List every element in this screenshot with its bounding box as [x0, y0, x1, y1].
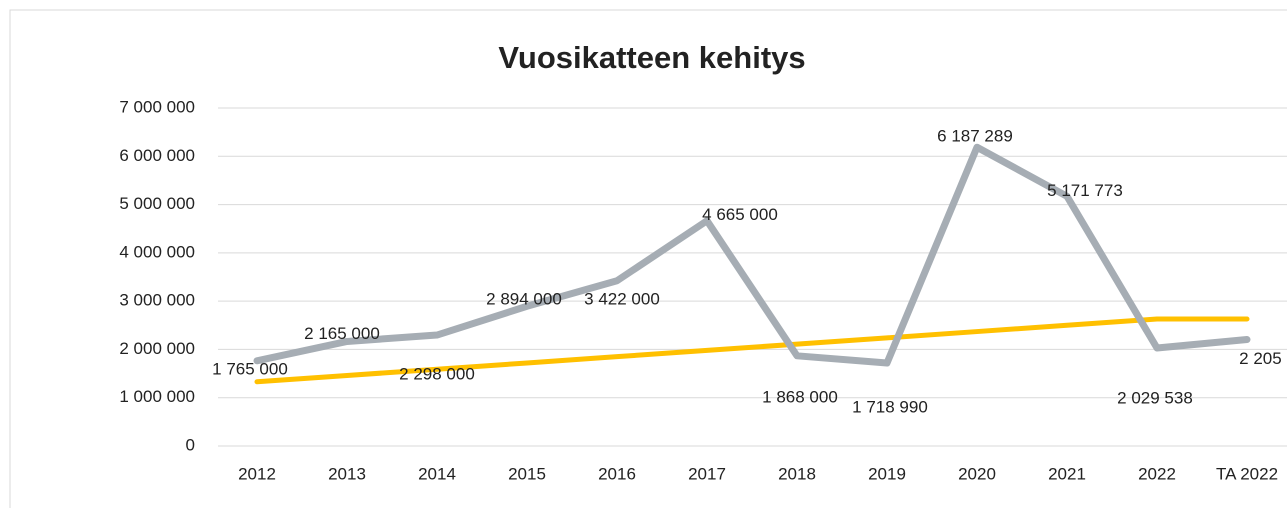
- chart-title: Vuosikatteen kehitys: [498, 40, 805, 75]
- y-tick-label: 3 000 000: [119, 291, 195, 310]
- x-tick-label: 2019: [868, 464, 906, 483]
- data-label: 4 665 000: [702, 205, 778, 224]
- x-tick-label: 2014: [418, 464, 456, 483]
- y-tick-label: 4 000 000: [119, 242, 195, 261]
- x-tick-label: 2017: [688, 464, 726, 483]
- x-tick-label: 2022: [1138, 464, 1176, 483]
- x-tick-label: 2016: [598, 464, 636, 483]
- y-tick-label: 1 000 000: [119, 387, 195, 406]
- x-tick-label: 2013: [328, 464, 366, 483]
- data-label: 1 868 000: [762, 387, 838, 406]
- data-label: 2 029 538: [1117, 388, 1193, 407]
- series-line: [254, 316, 1250, 385]
- data-label: 6 187 289: [937, 127, 1013, 146]
- series-line: [253, 143, 1251, 367]
- data-label: 1 718 990: [852, 397, 928, 416]
- y-tick-label: 5 000 000: [119, 194, 195, 213]
- data-label: 2 165 000: [304, 324, 380, 343]
- x-tick-label: 2018: [778, 464, 816, 483]
- data-label: 5 171 773: [1047, 181, 1123, 200]
- data-label: 1 765 000: [212, 359, 288, 378]
- y-tick-label: 7 000 000: [119, 97, 195, 116]
- y-tick-label: 6 000 000: [119, 146, 195, 165]
- data-label: 2 205 120: [1239, 349, 1287, 368]
- x-tick-label: 2020: [958, 464, 996, 483]
- y-tick-label: 0: [186, 435, 195, 454]
- y-tick-label: 2 000 000: [119, 339, 195, 358]
- data-label: 2 298 000: [399, 365, 475, 384]
- x-tick-label: 2015: [508, 464, 546, 483]
- x-tick-label: 2012: [238, 464, 276, 483]
- data-label: 2 894 000: [486, 290, 562, 309]
- x-tick-label: 2021: [1048, 464, 1086, 483]
- data-label: 3 422 000: [584, 289, 660, 308]
- x-tick-label: TA 2022: [1216, 464, 1278, 483]
